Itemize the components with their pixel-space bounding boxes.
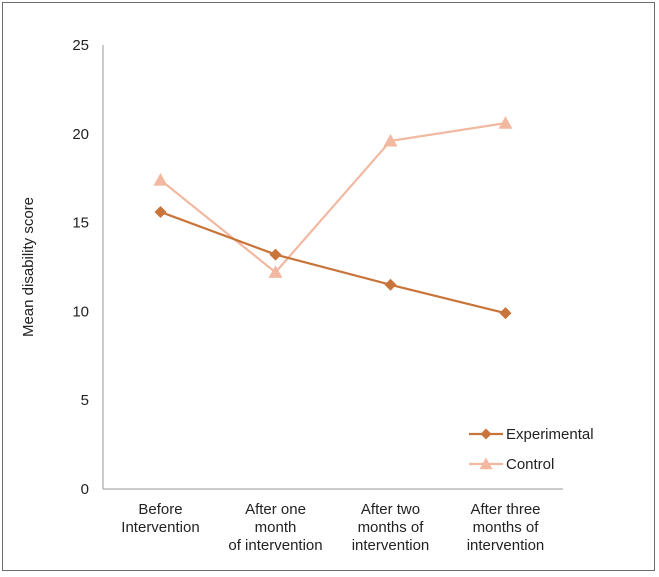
- y-tick-label: 0: [81, 481, 89, 498]
- y-tick-label: 10: [72, 303, 89, 320]
- y-axis-title: Mean disability score: [20, 197, 37, 337]
- data-point-diamond: [480, 428, 492, 440]
- series-experimental: [154, 205, 512, 320]
- data-point-diamond: [499, 307, 512, 320]
- x-category-label-line: After three: [470, 501, 540, 518]
- x-category-label: After two months of intervention: [352, 501, 430, 554]
- y-tick-label: 15: [72, 215, 89, 232]
- y-tick-label: 5: [81, 392, 89, 409]
- legend-entry: Control: [469, 456, 554, 473]
- x-category-label-line: intervention: [467, 537, 545, 554]
- x-category-label-line: month: [255, 519, 297, 536]
- chart-frame: 0 5 10 15 20 25 Mean disability score Before I…: [2, 2, 655, 571]
- x-category-label-line: of intervention: [228, 537, 322, 554]
- x-category-label-line: After two: [361, 501, 420, 518]
- x-category-label-line: Intervention: [121, 519, 199, 536]
- x-category-label-line: Before: [138, 501, 182, 518]
- x-category-label: After one month of intervention: [228, 501, 322, 554]
- x-category-label-line: months of: [358, 519, 425, 536]
- series-line: [159, 122, 506, 274]
- series-group: [153, 116, 513, 320]
- x-category-label-line: intervention: [352, 537, 430, 554]
- legend-label: Control: [506, 456, 554, 473]
- data-point-triangle: [383, 133, 398, 147]
- data-point-triangle: [153, 172, 168, 186]
- data-point-diamond: [154, 205, 167, 218]
- legend: Experimental Control: [469, 426, 594, 473]
- series-control: [153, 116, 513, 278]
- data-point-triangle: [268, 265, 283, 278]
- x-category-label-line: After one: [245, 501, 306, 518]
- series-line: [160, 210, 506, 315]
- data-point-diamond: [384, 278, 397, 291]
- x-category-label: Before Intervention: [121, 501, 199, 536]
- x-category-label: After three months of intervention: [467, 501, 545, 554]
- y-tick-label: 25: [72, 37, 89, 54]
- y-tick-label: 20: [72, 126, 89, 143]
- x-category-label-line: months of: [473, 519, 540, 536]
- line-chart: 0 5 10 15 20 25 Mean disability score Before I…: [20, 37, 594, 554]
- axes: [102, 45, 563, 490]
- data-point-diamond: [269, 248, 282, 261]
- data-point-triangle: [479, 457, 493, 470]
- legend-label: Experimental: [506, 426, 594, 443]
- y-tick-labels: 0 5 10 15 20 25: [72, 37, 89, 498]
- x-category-labels: Before Intervention After one month of inter…: [121, 501, 544, 554]
- data-point-triangle: [498, 116, 513, 129]
- legend-entry: Experimental: [469, 426, 594, 443]
